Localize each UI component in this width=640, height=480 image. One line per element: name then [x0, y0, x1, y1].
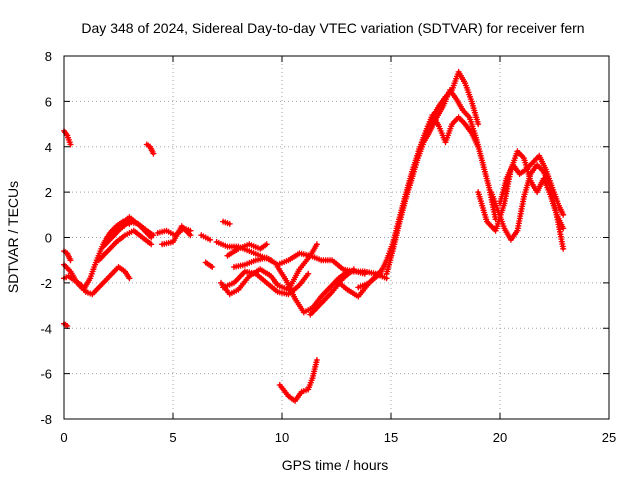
series-markers — [159, 223, 194, 248]
x-tick-label: 25 — [602, 430, 616, 445]
series-track-16 — [224, 241, 270, 259]
series-markers — [95, 227, 155, 264]
series-track-04 — [61, 264, 133, 298]
y-tick-label: 2 — [45, 185, 52, 200]
series-markers — [355, 68, 482, 291]
series-markers — [488, 161, 567, 252]
series-track-27 — [388, 87, 499, 259]
x-tick-label: 20 — [493, 430, 507, 445]
series-markers — [198, 232, 214, 243]
series-line — [385, 113, 480, 276]
x-tick-label: 10 — [275, 430, 289, 445]
series-layer — [61, 68, 567, 404]
y-tick-label: 6 — [45, 94, 52, 109]
series-track-14 — [220, 218, 233, 227]
y-tick-label: -2 — [40, 276, 52, 291]
series-track-26 — [383, 112, 482, 277]
y-tick-label: -4 — [40, 321, 52, 336]
series-track-18 — [218, 266, 281, 298]
x-axis-label: GPS time / hours — [282, 457, 389, 473]
series-track-08 — [95, 227, 155, 264]
series-track-06 — [61, 248, 74, 264]
series-track-12 — [198, 232, 214, 243]
series-line — [389, 88, 498, 258]
series-markers — [220, 218, 233, 227]
y-axis-label: SDTVAR / TECUs — [5, 181, 21, 293]
x-tick-label: 0 — [60, 430, 67, 445]
series-track-11 — [159, 223, 194, 248]
tick-layer — [63, 55, 610, 420]
series-markers — [104, 214, 155, 241]
tick-label-layer: 0 5 10 15 20 25 -8 -6 -4 -2 0 2 4 6 8 — [40, 49, 616, 445]
y-tick-label: 4 — [45, 140, 52, 155]
series-markers — [202, 259, 216, 270]
series-markers — [276, 357, 320, 404]
x-tick-label: 15 — [384, 430, 398, 445]
series-track-03 — [143, 141, 157, 157]
series-markers — [497, 152, 567, 218]
series-markers — [388, 87, 499, 259]
series-markers — [61, 127, 74, 148]
series-track-30 — [497, 152, 567, 218]
series-markers — [224, 241, 270, 259]
series-markers — [143, 141, 157, 157]
series-track-13 — [202, 259, 216, 270]
series-track-24 — [276, 357, 320, 404]
y-tick-label: -6 — [40, 367, 52, 382]
y-tick-label: 8 — [45, 49, 52, 64]
y-tick-label: -8 — [40, 412, 52, 427]
chart-title: Day 348 of 2024, Sidereal Day-to-day VTE… — [81, 20, 584, 36]
y-tick-label: 0 — [45, 231, 52, 246]
series-markers — [218, 266, 281, 298]
series-track-29 — [488, 161, 567, 252]
series-track-25 — [355, 68, 482, 291]
series-markers — [383, 112, 482, 277]
series-track-09 — [104, 214, 155, 241]
series-markers — [61, 264, 133, 298]
x-tick-label: 5 — [169, 430, 176, 445]
series-track-01 — [61, 127, 74, 148]
